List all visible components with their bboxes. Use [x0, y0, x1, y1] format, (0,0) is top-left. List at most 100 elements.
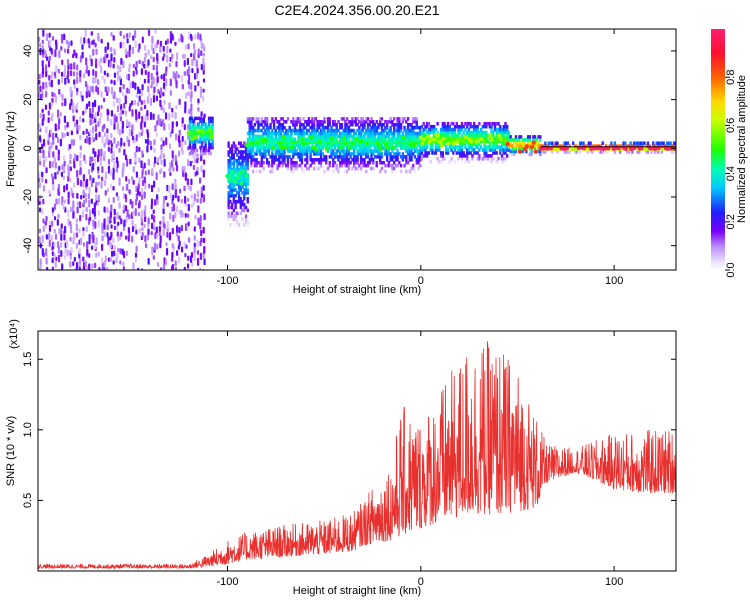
- heatmap-cell: [403, 163, 406, 168]
- heatmap-cell: [328, 163, 331, 168]
- heatmap-cell: [159, 118, 162, 127]
- heatmap-cell: [230, 194, 234, 198]
- heatmap-peak: [451, 141, 457, 147]
- heatmap-cell: [551, 150, 554, 154]
- heatmap-cell: [265, 128, 269, 133]
- heatmap-cell: [207, 148, 211, 153]
- heatmap-cell: [72, 115, 75, 122]
- heatmap-cell: [134, 151, 137, 158]
- heatmap-cell: [429, 159, 432, 164]
- heatmap-cell: [309, 125, 312, 130]
- heatmap-cell: [314, 137, 317, 142]
- heatmap-cell: [162, 45, 165, 52]
- heatmap-cell: [500, 133, 504, 138]
- heatmap-cell: [207, 131, 211, 135]
- heatmap-cell: [504, 142, 507, 146]
- heatmap-cell: [160, 267, 163, 270]
- heatmap-cell: [143, 63, 146, 69]
- heatmap-cell: [89, 129, 92, 135]
- heatmap-cell: [490, 124, 493, 129]
- heatmap-cell: [387, 149, 391, 153]
- heatmap-cell: [309, 155, 312, 159]
- heatmap-cell: [60, 77, 64, 84]
- heatmap-cell: [292, 160, 295, 165]
- heatmap-cell: [169, 192, 172, 199]
- heatmap-cell: [326, 128, 330, 133]
- heatmap-cell: [434, 145, 438, 149]
- heatmap-cell: [85, 69, 88, 74]
- heatmap-cell: [311, 149, 314, 153]
- heatmap-cell: [209, 116, 213, 121]
- heatmap-cell: [129, 102, 132, 108]
- heatmap-cell: [478, 133, 481, 138]
- heatmap-peak: [260, 137, 265, 142]
- heatmap-cell: [137, 267, 140, 270]
- heatmap-cell: [340, 163, 344, 168]
- heatmap-cell: [384, 152, 387, 156]
- heatmap-cell: [506, 127, 509, 132]
- heatmap-cell: [408, 128, 411, 133]
- heatmap-cell: [328, 117, 331, 121]
- heatmap-cell: [299, 120, 302, 124]
- heatmap-cell: [323, 158, 326, 162]
- heatmap-cell: [120, 137, 123, 146]
- heatmap-cell: [502, 159, 505, 164]
- snr-y-label: SNR (10 * v/v): [5, 416, 17, 486]
- heatmap-cell: [372, 137, 375, 142]
- heatmap-cell: [485, 133, 488, 138]
- heatmap-cell: [104, 53, 107, 62]
- heatmap-cell: [332, 122, 335, 127]
- heatmap-cell: [453, 145, 457, 149]
- heatmap-cell: [110, 110, 114, 117]
- heatmap-cell: [526, 138, 530, 142]
- heatmap-cell: [150, 72, 153, 81]
- heatmap-cell: [321, 128, 324, 133]
- heatmap-cell: [646, 141, 650, 145]
- heatmap-cell: [232, 199, 236, 204]
- heatmap-cell: [199, 119, 202, 124]
- heatmap-cell: [335, 128, 338, 133]
- heatmap-peak: [300, 136, 305, 142]
- heatmap-cell: [45, 256, 48, 265]
- heatmap-cell: [424, 124, 427, 129]
- heatmap-cell: [121, 248, 124, 256]
- heatmap-cell: [285, 120, 288, 124]
- heatmap-cell: [485, 151, 488, 155]
- heatmap-cell: [441, 121, 445, 126]
- heatmap-cell: [373, 155, 377, 159]
- heatmap-cell: [307, 149, 311, 153]
- heatmap-cell: [618, 150, 622, 154]
- heatmap-cell: [288, 155, 291, 159]
- heatmap-cell: [455, 136, 458, 141]
- heatmap-cell: [128, 128, 132, 137]
- heatmap-cell: [636, 141, 639, 145]
- heatmap-cell: [106, 216, 109, 223]
- heatmap-cell: [241, 156, 244, 160]
- heatmap-cell: [85, 206, 88, 213]
- heatmap-cell: [450, 127, 453, 132]
- heatmap-cell: [419, 125, 422, 130]
- heatmap-cell: [140, 160, 143, 169]
- heatmap-cell: [193, 235, 196, 241]
- heatmap-cell: [665, 141, 669, 145]
- heatmap-cell: [504, 136, 507, 141]
- heatmap-cell: [379, 122, 382, 127]
- heatmap-cell: [267, 143, 271, 147]
- heatmap-cell: [52, 132, 55, 140]
- heatmap-cell: [342, 149, 345, 153]
- heatmap-cell: [257, 160, 260, 165]
- heatmap-cell: [504, 145, 507, 149]
- heatmap-cell: [359, 117, 363, 121]
- heatmap-cell: [79, 152, 82, 159]
- heatmap-cell: [121, 120, 125, 129]
- heatmap-cell: [394, 158, 398, 162]
- heatmap-cell: [209, 131, 213, 135]
- heatmap-cell: [377, 131, 380, 136]
- heatmap-cell: [42, 159, 46, 168]
- heatmap-cell: [243, 196, 246, 201]
- heatmap-cell: [274, 134, 277, 139]
- heatmap-cell: [420, 145, 424, 149]
- heatmap-cell: [258, 160, 262, 165]
- heatmap-peak: [230, 169, 235, 174]
- heatmap-cell: [551, 144, 554, 148]
